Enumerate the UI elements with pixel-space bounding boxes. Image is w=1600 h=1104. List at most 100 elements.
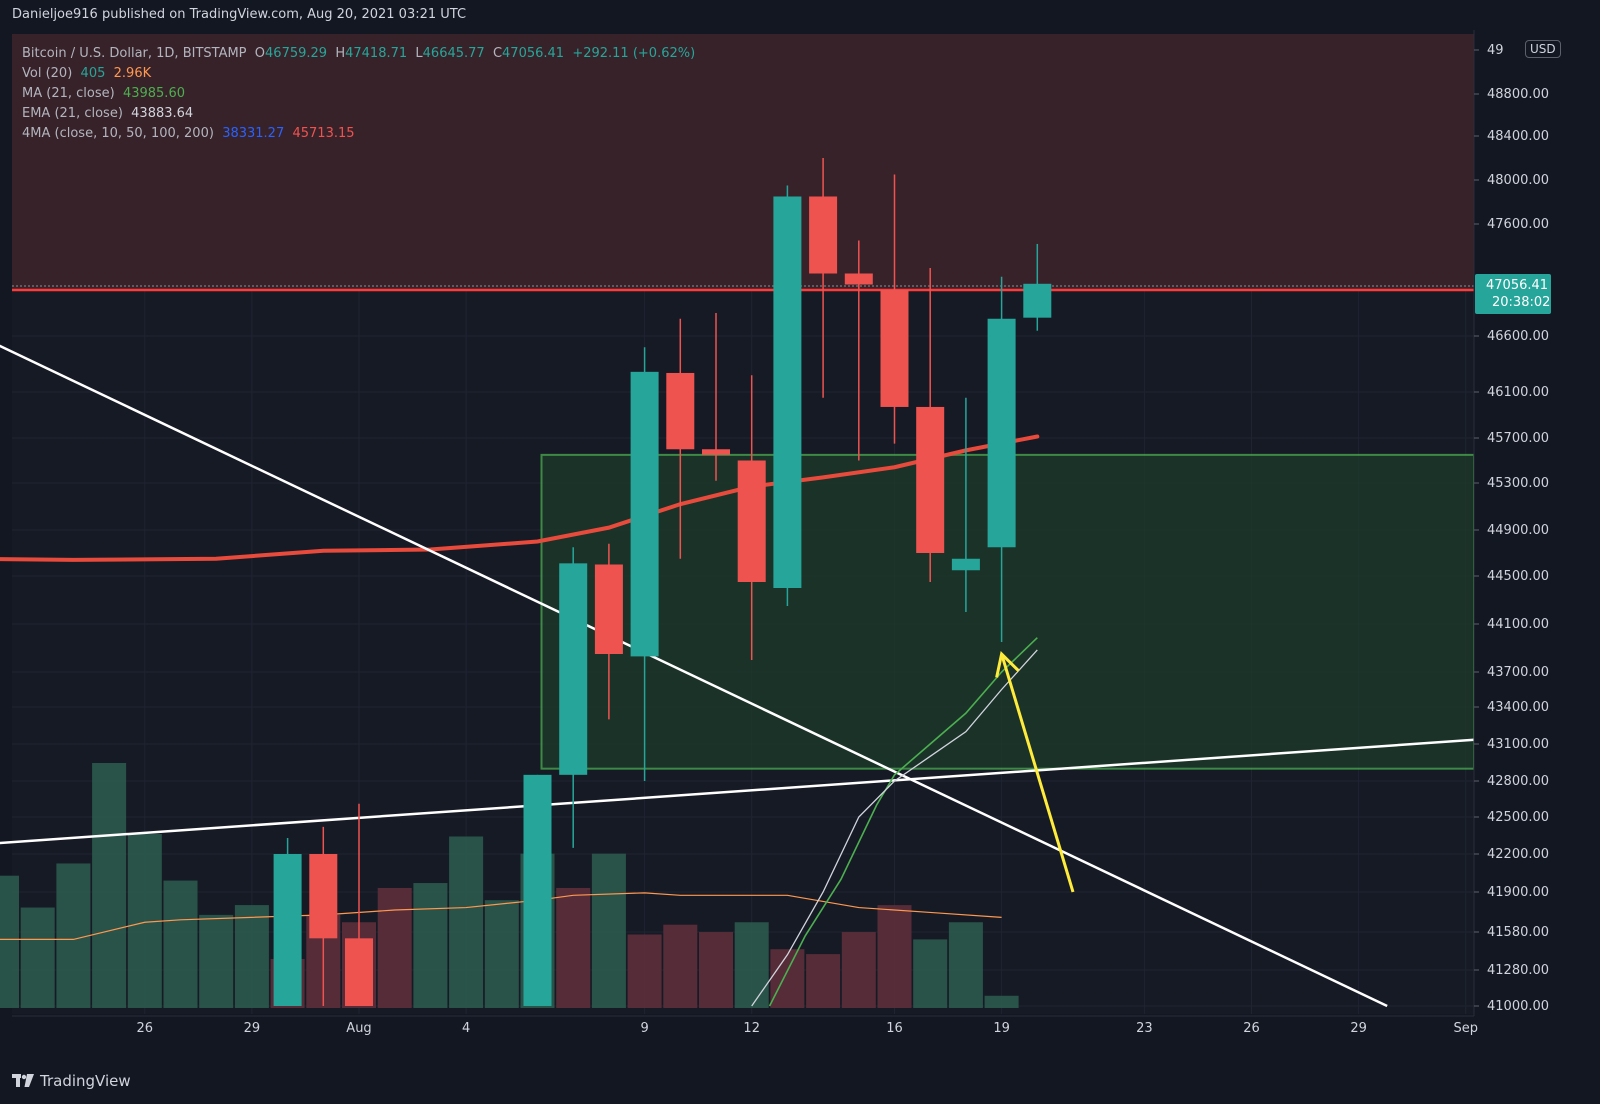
volume-bar [877,905,912,1008]
candle-body [916,406,945,553]
volume-bar [449,836,484,1008]
published-header: Danieljoe916 published on TradingView.co… [0,0,1600,30]
volume-bar [591,853,626,1008]
bar-countdown-label: 20:38:02 [1492,295,1550,310]
price-tick-label: 42800.00 [1487,774,1549,789]
volume-bar [770,949,805,1008]
candle-body [737,460,766,582]
volume-bar [20,907,55,1008]
price-tick-label: 44500.00 [1487,569,1549,584]
close-value: 47056.41 [502,46,565,61]
candle-body [702,449,730,455]
price-tick-label: 43100.00 [1487,737,1549,752]
ohlc-row: Bitcoin / U.S. Dollar, 1D, BITSTAMP O467… [22,44,695,64]
candle-body [1023,283,1052,318]
tradingview-logo-icon [12,1074,34,1087]
price-tick-label: 45300.00 [1487,476,1549,491]
time-axis-background [0,1016,1600,1062]
price-axis-background [1474,30,1600,1062]
volume-bar [377,887,412,1008]
tradingview-brand[interactable]: TradingView [12,1072,131,1090]
time-tick-label: 16 [886,1021,903,1036]
volume-bar [806,954,841,1008]
price-tick-label: 42500.00 [1487,810,1549,825]
4ma-value-2: 45713.15 [292,126,355,141]
candle-body [987,318,1016,548]
volume-bar [163,880,198,1008]
price-tick-label: 46600.00 [1487,329,1549,344]
time-tick-label: Sep [1453,1021,1478,1036]
volume-bar [92,763,127,1008]
high-value: 47418.71 [345,46,408,61]
volume-bar [948,922,983,1008]
ma-value: 43985.60 [122,86,185,101]
time-tick-label: 4 [462,1021,470,1036]
candle-body [309,854,338,939]
volume-row: Vol (20) 405 2.96K [22,64,695,84]
volume-label: Vol (20) [22,66,73,81]
chart-legend: Bitcoin / U.S. Dollar, 1D, BITSTAMP O467… [22,44,695,144]
ema-value: 43883.64 [131,106,194,121]
annotation-arrow-head [995,651,1020,678]
candle-body [844,273,873,285]
volume-bar [699,932,733,1008]
currency-button[interactable]: USD [1525,40,1561,58]
volume-bar [556,887,591,1008]
time-tick-label: 26 [137,1021,154,1036]
price-tick-label: 47600.00 [1487,217,1549,232]
volume-bar [56,863,91,1008]
trend-line-1 [0,344,1388,1008]
candle-body [773,196,802,588]
open-value: 46759.29 [265,46,328,61]
symbol-label: Bitcoin / U.S. Dollar, 1D, BITSTAMP [22,46,247,61]
candle-body [630,371,659,657]
candle-body [345,938,373,1006]
price-tick-label: 44900.00 [1487,523,1549,538]
time-tick-label: 26 [1243,1021,1260,1036]
price-tick-label: 45700.00 [1487,431,1549,446]
volume-ma-value: 2.96K [113,66,152,81]
candles [273,158,1052,1006]
volume-bar [0,875,19,1008]
candle-body [273,854,302,1006]
low-value: 46645.77 [422,46,485,61]
ema-21-line [751,649,1038,1007]
change-value: +292.11 (+0.62%) [572,46,696,61]
4ma-row: 4MA (close, 10, 50, 100, 200) 38331.27 4… [22,124,695,144]
time-tick-label: 12 [743,1021,760,1036]
trend-line-2 [0,735,1520,845]
footer-bar [0,1062,1600,1104]
candle-body [523,774,552,1006]
time-tick-label: 9 [640,1021,648,1036]
low-label: L [415,46,423,61]
price-tick-label: 43400.00 [1487,700,1549,715]
last-price-badge [1475,274,1551,314]
published-text: Danieljoe916 published on TradingView.co… [12,7,467,22]
price-tick-label: 41580.00 [1487,925,1549,940]
volume-bar [413,883,448,1008]
ema-label: EMA (21, close) [22,106,123,121]
time-tick-label: 29 [1350,1021,1367,1036]
open-label: O [254,46,266,61]
price-tick-label: 41280.00 [1487,963,1549,978]
last-price-label: 47056.41 [1486,278,1548,293]
ema-row: EMA (21, close) 43883.64 [22,104,695,124]
annotation-arrow-shaft [1000,653,1075,893]
ma-200-line [0,434,1040,562]
volume-bar [841,932,876,1008]
price-tick-label: 41900.00 [1487,885,1549,900]
price-tick-label: 41000.00 [1487,999,1549,1014]
time-tick-label: 19 [993,1021,1010,1036]
time-tick-label: Aug [346,1021,371,1036]
volume-bar [734,922,769,1008]
price-chart[interactable]: 4948800.0048400.0048000.0047600.0046600.… [0,30,1600,1062]
ma-label: MA (21, close) [22,86,115,101]
time-tick-label: 29 [244,1021,261,1036]
price-tick-label: 48800.00 [1487,87,1549,102]
candle-body [594,564,623,654]
volume-bar [199,914,234,1008]
price-tick-label: 44100.00 [1487,617,1549,632]
candle-body [666,372,695,450]
volume-bar [484,900,519,1008]
volume-bar [627,934,662,1008]
